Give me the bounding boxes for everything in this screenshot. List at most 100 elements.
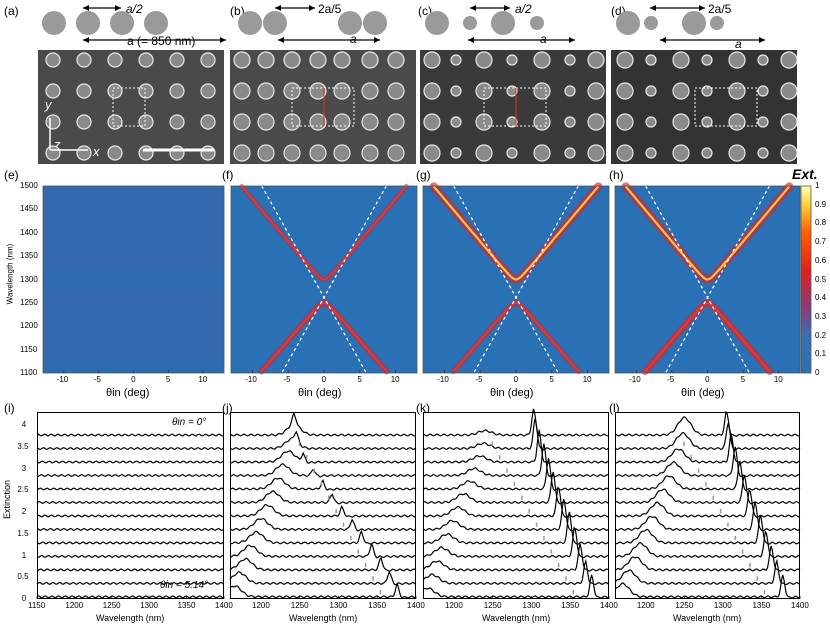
spectrum-curve bbox=[36, 541, 224, 545]
nanoparticle bbox=[757, 116, 769, 128]
sem-axis-z-label: z bbox=[54, 137, 61, 152]
nanoparticle bbox=[780, 113, 798, 131]
nanoparticle bbox=[76, 83, 92, 99]
arrow-head bbox=[83, 37, 89, 43]
dispersion-band bbox=[432, 185, 600, 281]
nanoparticle bbox=[200, 52, 216, 68]
schematic-disk bbox=[338, 11, 362, 35]
heatmap-ytick: 1100 bbox=[20, 368, 38, 377]
spectrum-curve bbox=[229, 529, 417, 545]
schematic-disk bbox=[425, 11, 449, 35]
spectra-ytick: 1 bbox=[21, 550, 27, 560]
heatmap-xlabel-e: θin (deg) bbox=[106, 387, 150, 399]
nanoparticle bbox=[728, 113, 746, 131]
light-line bbox=[281, 185, 387, 374]
spectra-ytick: 1.5 bbox=[17, 528, 29, 538]
sem-axis-x-label: x bbox=[93, 144, 100, 159]
nanoparticle bbox=[107, 83, 123, 99]
colorbar-title: Ext. bbox=[792, 166, 818, 182]
panel-label-e: (e) bbox=[4, 168, 19, 182]
heatmap-xtick: 5 bbox=[357, 375, 362, 384]
nanoparticle bbox=[233, 82, 251, 100]
heatmap-xtick: -5 bbox=[667, 375, 675, 384]
nanoparticle bbox=[564, 54, 576, 66]
spectrum-curve bbox=[422, 543, 610, 572]
spectra-xlabel-j: Wavelength (nm) bbox=[289, 613, 358, 623]
nanoparticle bbox=[309, 51, 327, 69]
nanoparticle bbox=[283, 144, 301, 162]
spectrum-curve bbox=[614, 446, 801, 478]
spectra-xtick: 1200 bbox=[636, 601, 655, 610]
panel-label-i: (i) bbox=[4, 401, 15, 415]
spectra-ytick: 0.5 bbox=[17, 572, 29, 582]
nanoparticle bbox=[780, 51, 798, 69]
spectrum-curve bbox=[229, 490, 417, 505]
spectrum-curve bbox=[615, 530, 801, 559]
heatmap-xtick: -10 bbox=[437, 375, 449, 384]
nanoparticle bbox=[200, 83, 216, 99]
panel-label-h: (h) bbox=[609, 168, 624, 182]
heatmap-xtick: 0 bbox=[321, 375, 327, 384]
spectra-l bbox=[615, 412, 800, 599]
spectrum-curve bbox=[36, 527, 224, 531]
spectrum-curve bbox=[229, 517, 417, 532]
heatmap-ytick: 1450 bbox=[20, 204, 38, 214]
spectrum-curve bbox=[614, 489, 801, 518]
spectrum-curve bbox=[229, 463, 417, 478]
unit-cell-box bbox=[694, 87, 758, 127]
schematic-disk bbox=[144, 11, 168, 35]
nanoparticle bbox=[107, 52, 123, 68]
spectrum-curve bbox=[614, 558, 801, 586]
schematic-disk bbox=[238, 11, 262, 35]
nanoparticle bbox=[257, 82, 275, 100]
schematic-a-top-label: a/2 bbox=[126, 2, 143, 16]
nanoparticle bbox=[780, 82, 798, 100]
nanoparticle bbox=[450, 85, 462, 97]
spectrum-curve bbox=[229, 582, 417, 599]
nanoparticle bbox=[757, 147, 769, 159]
nanoparticle bbox=[616, 113, 634, 131]
colorbar-tick: 0.7 bbox=[815, 237, 827, 247]
nanoparticle bbox=[333, 82, 351, 100]
schematic-small-disk bbox=[463, 16, 477, 30]
nanoparticle bbox=[200, 145, 216, 161]
nanoparticle bbox=[616, 144, 634, 162]
spectra-xtick: 1250 bbox=[290, 601, 309, 610]
heatmap-xtick: -10 bbox=[245, 375, 257, 384]
spectra-ytick: 3.5 bbox=[17, 441, 29, 451]
spectrum-curve bbox=[36, 460, 224, 464]
spectrum-curve bbox=[614, 410, 801, 437]
schematic-small-disk bbox=[644, 16, 658, 30]
dispersion-band bbox=[644, 301, 771, 373]
spectrum-curve bbox=[422, 526, 610, 559]
unit-cell-box bbox=[112, 87, 146, 127]
panel-label-k: (k) bbox=[416, 401, 430, 415]
heatmap-xtick: 5 bbox=[165, 375, 171, 384]
nanoparticle bbox=[283, 51, 301, 69]
nanoparticle bbox=[169, 145, 185, 161]
spectrum-curve bbox=[422, 498, 610, 532]
arrow-head bbox=[759, 37, 765, 43]
spectra-ytick: 2 bbox=[21, 507, 27, 517]
arrow-head bbox=[278, 37, 284, 43]
nanoparticle bbox=[564, 116, 576, 128]
spectrum-curve bbox=[614, 423, 801, 451]
spectra-ytick: 0 bbox=[21, 594, 27, 603]
heatmap-xtick: -10 bbox=[56, 375, 69, 384]
colorbar-tick: 1 bbox=[815, 181, 820, 190]
panel-label-j: (j) bbox=[222, 401, 233, 415]
spectrum-curve bbox=[614, 514, 801, 545]
spectrum-curve bbox=[614, 460, 801, 492]
heatmap-xtick: -10 bbox=[629, 375, 641, 384]
spectrum-curve bbox=[36, 447, 224, 451]
spectrum-curve bbox=[422, 429, 610, 464]
nanoparticle bbox=[475, 51, 493, 69]
panel-label-l: (l) bbox=[609, 401, 620, 415]
heatmap-xlabel-f: θin (deg) bbox=[298, 387, 342, 399]
dispersion-band-glow bbox=[641, 299, 774, 375]
spectrum-curve bbox=[422, 471, 610, 505]
sem-image-d bbox=[611, 50, 797, 164]
schematic-small-disk bbox=[710, 16, 724, 30]
nanoparticle bbox=[645, 85, 657, 97]
spectra-xtick: 1300 bbox=[522, 601, 541, 610]
